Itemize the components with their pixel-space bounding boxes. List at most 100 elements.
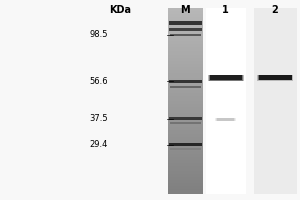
Bar [168, 160, 203, 161]
Bar [168, 142, 203, 144]
Bar [257, 75, 293, 81]
Bar [168, 65, 203, 67]
Bar [168, 14, 203, 16]
Bar [168, 34, 203, 36]
Bar [168, 169, 203, 171]
Bar [168, 70, 203, 72]
Bar [168, 175, 203, 177]
Bar [168, 31, 203, 33]
Bar [168, 118, 203, 120]
Bar [168, 124, 203, 126]
Bar [168, 51, 203, 53]
Bar [168, 85, 203, 87]
Bar [168, 94, 203, 96]
Bar [168, 166, 203, 168]
Bar [168, 12, 203, 14]
Bar [170, 122, 201, 124]
Bar [168, 87, 203, 89]
Bar [168, 28, 203, 30]
Bar [168, 82, 203, 84]
Bar [210, 75, 242, 80]
Bar [168, 45, 203, 47]
Bar [168, 116, 203, 118]
Bar [168, 155, 203, 157]
Bar [168, 91, 203, 93]
Bar [168, 113, 203, 115]
Bar [168, 23, 203, 25]
Bar [168, 138, 203, 140]
Bar [168, 46, 203, 48]
Bar [217, 118, 234, 121]
Bar [168, 132, 203, 134]
Bar [168, 133, 203, 135]
Bar [168, 97, 203, 99]
Bar [168, 20, 203, 22]
Bar [168, 60, 203, 62]
Bar [168, 125, 203, 127]
Bar [168, 164, 203, 166]
Bar [168, 22, 203, 23]
Bar [168, 9, 203, 11]
Bar [168, 192, 203, 194]
Bar [168, 156, 203, 158]
Bar [168, 36, 203, 37]
Bar [168, 105, 203, 107]
Bar [168, 139, 203, 141]
Bar [206, 8, 246, 194]
Bar [169, 80, 202, 83]
Bar [168, 76, 203, 78]
Bar [168, 57, 203, 59]
Bar [168, 121, 203, 123]
Bar [168, 127, 203, 129]
Bar [168, 119, 203, 121]
Bar [168, 104, 203, 106]
Bar [168, 25, 203, 27]
Bar [168, 161, 203, 163]
Bar [168, 71, 203, 73]
Bar [168, 189, 203, 191]
Bar [168, 110, 203, 112]
Bar [258, 75, 292, 80]
Bar [209, 75, 243, 81]
Text: M: M [180, 5, 189, 15]
Bar [168, 54, 203, 56]
Bar [168, 184, 203, 186]
Bar [168, 79, 203, 81]
Bar [168, 135, 203, 137]
Bar [168, 39, 203, 41]
Bar [168, 49, 203, 51]
Text: 37.5: 37.5 [89, 114, 108, 123]
Bar [168, 186, 203, 188]
Bar [168, 48, 203, 50]
Bar [168, 84, 203, 86]
Bar [169, 21, 202, 25]
Bar [168, 163, 203, 165]
Bar [168, 96, 203, 98]
Bar [168, 152, 203, 154]
Bar [168, 56, 203, 58]
Text: 2: 2 [272, 5, 278, 15]
Bar [168, 26, 203, 28]
Bar [168, 101, 203, 103]
Bar [168, 88, 203, 90]
Bar [168, 8, 203, 10]
Bar [168, 158, 203, 160]
Text: 29.4: 29.4 [90, 140, 108, 149]
Bar [168, 190, 203, 192]
Bar [168, 99, 203, 101]
Bar [168, 173, 203, 175]
Text: KDa: KDa [109, 5, 131, 15]
Bar [170, 34, 201, 36]
Bar [168, 187, 203, 189]
Bar [168, 68, 203, 70]
Bar [168, 180, 203, 182]
Bar [168, 181, 203, 183]
Bar [168, 129, 203, 130]
Bar [168, 66, 203, 68]
Bar [168, 170, 203, 172]
Bar [168, 153, 203, 155]
Bar [168, 183, 203, 185]
Bar [216, 118, 235, 121]
Bar [168, 15, 203, 17]
Bar [168, 59, 203, 61]
